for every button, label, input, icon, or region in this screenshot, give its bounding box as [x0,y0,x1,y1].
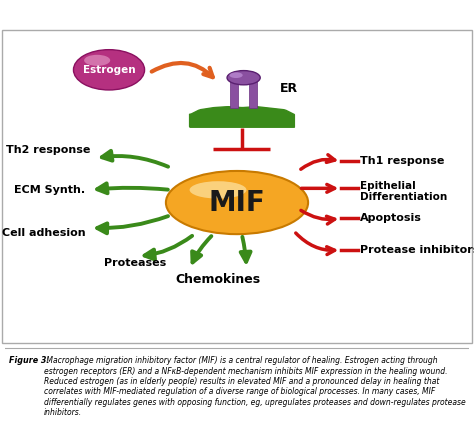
Ellipse shape [217,194,246,206]
Ellipse shape [173,174,301,231]
Text: Macrophage migration inhibitory factor (MIF) is a central regulator of healing. : Macrophage migration inhibitory factor (… [44,356,466,417]
Ellipse shape [82,54,134,84]
Ellipse shape [188,181,281,222]
Text: Medscape®: Medscape® [9,8,69,17]
Text: Proteases: Proteases [104,258,166,267]
Polygon shape [190,111,294,127]
Text: MIF: MIF [209,189,265,217]
Text: ER: ER [280,82,298,95]
Ellipse shape [75,51,142,88]
Ellipse shape [88,57,126,79]
Ellipse shape [84,55,110,66]
Text: Chemokines: Chemokines [175,274,261,286]
Text: www.medscape.com: www.medscape.com [199,8,292,17]
Text: Source: Wounds © 2005 Health Management Publications, Inc.: Source: Wounds © 2005 Health Management … [235,430,465,437]
Ellipse shape [204,188,261,213]
Ellipse shape [96,62,115,73]
Ellipse shape [73,50,145,90]
Ellipse shape [166,171,308,234]
Ellipse shape [201,187,265,215]
Ellipse shape [208,190,257,212]
FancyBboxPatch shape [2,30,472,343]
Ellipse shape [229,72,243,78]
Ellipse shape [78,52,139,87]
Text: ECM Synth.: ECM Synth. [14,185,85,195]
Text: Th1 response: Th1 response [360,156,445,167]
Ellipse shape [224,197,238,203]
Text: Th2 response: Th2 response [6,145,90,156]
Ellipse shape [169,172,304,232]
Ellipse shape [210,191,253,210]
Ellipse shape [80,53,137,85]
Ellipse shape [191,182,277,220]
Text: Epithelial
Differentiation: Epithelial Differentiation [360,181,447,202]
Ellipse shape [84,55,131,82]
Bar [230,81,238,108]
Ellipse shape [198,185,269,217]
Ellipse shape [98,63,112,71]
Ellipse shape [220,195,242,205]
Ellipse shape [94,61,118,74]
Ellipse shape [166,171,308,234]
Text: Apoptosis: Apoptosis [360,213,422,223]
Ellipse shape [214,192,249,208]
Ellipse shape [185,179,284,224]
Text: Figure 3.: Figure 3. [9,356,50,365]
Ellipse shape [227,198,234,201]
Ellipse shape [175,175,296,229]
Ellipse shape [227,71,260,85]
Ellipse shape [100,65,109,70]
Text: Estrogen: Estrogen [82,65,136,75]
Ellipse shape [92,60,120,76]
Ellipse shape [86,57,128,80]
Text: Cell adhesion: Cell adhesion [2,228,85,237]
Ellipse shape [90,59,123,77]
Ellipse shape [73,50,145,90]
Ellipse shape [182,178,289,225]
Ellipse shape [190,181,246,198]
Ellipse shape [179,177,292,227]
Text: Protease inhibitors: Protease inhibitors [360,245,474,255]
Bar [249,81,257,108]
Ellipse shape [102,65,107,68]
Ellipse shape [195,184,273,218]
